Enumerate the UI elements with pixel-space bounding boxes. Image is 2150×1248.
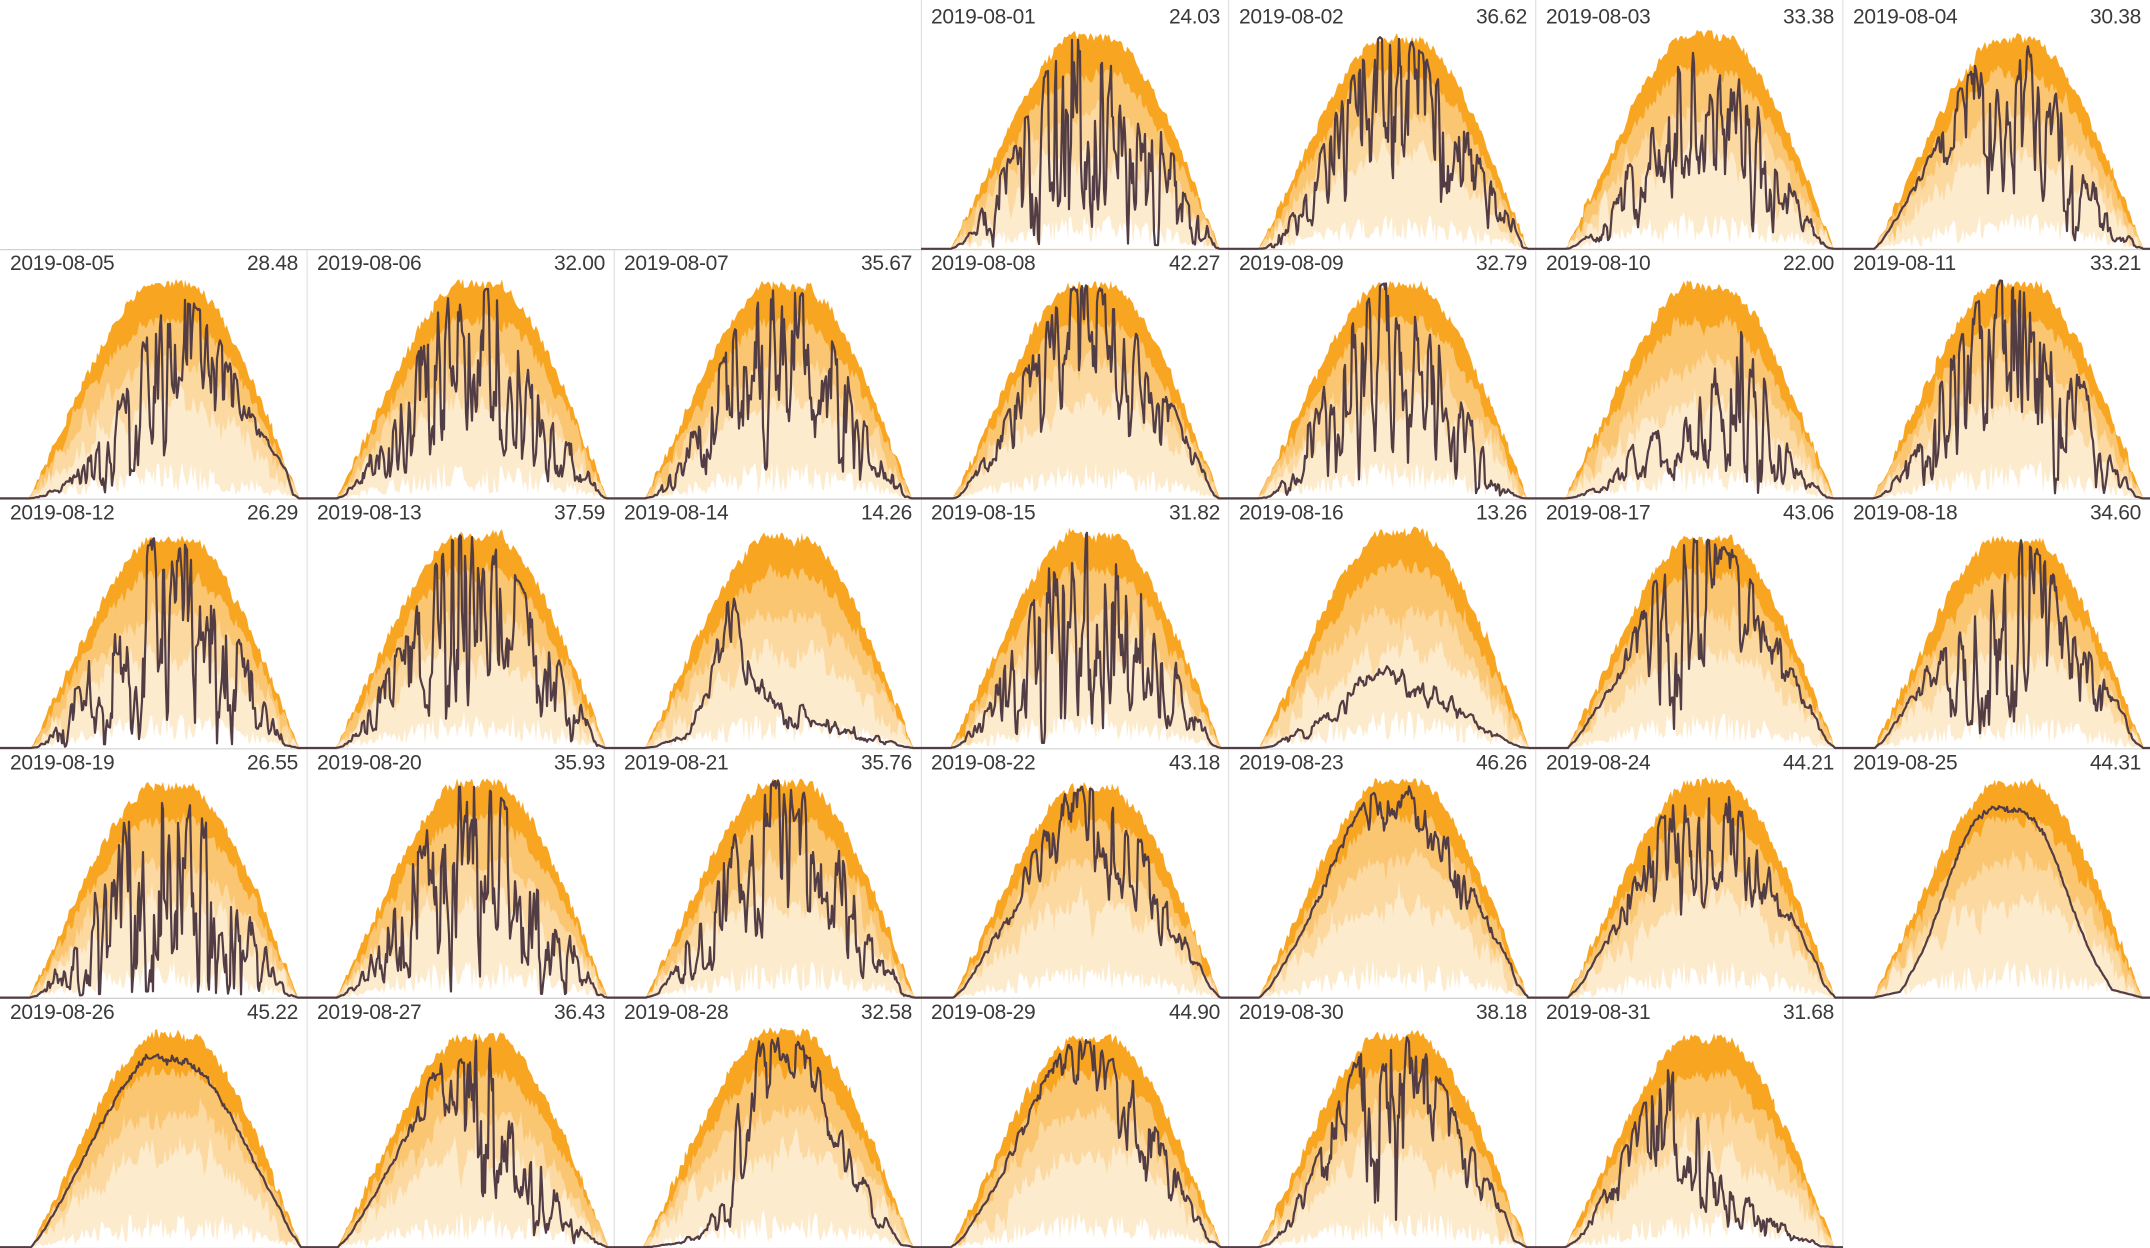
- svg-text:2019-08-30: 2019-08-30: [1239, 1001, 1343, 1024]
- svg-text:26.55: 26.55: [247, 751, 298, 774]
- svg-text:2019-08-17: 2019-08-17: [1546, 502, 1650, 525]
- svg-text:2019-08-28: 2019-08-28: [624, 1001, 728, 1024]
- svg-text:2019-08-18: 2019-08-18: [1853, 502, 1957, 525]
- svg-text:45.22: 45.22: [247, 1001, 298, 1024]
- svg-text:44.90: 44.90: [1169, 1001, 1220, 1024]
- svg-text:32.58: 32.58: [861, 1001, 912, 1024]
- svg-text:22.00: 22.00: [1783, 252, 1834, 275]
- svg-text:36.43: 36.43: [554, 1001, 605, 1024]
- svg-text:2019-08-16: 2019-08-16: [1239, 502, 1343, 525]
- svg-text:37.59: 37.59: [554, 502, 605, 525]
- svg-text:2019-08-12: 2019-08-12: [10, 502, 114, 525]
- svg-text:28.48: 28.48: [247, 252, 298, 275]
- svg-text:2019-08-25: 2019-08-25: [1853, 751, 1957, 774]
- svg-text:2019-08-26: 2019-08-26: [10, 1001, 114, 1024]
- svg-text:2019-08-22: 2019-08-22: [931, 751, 1035, 774]
- svg-text:2019-08-10: 2019-08-10: [1546, 252, 1650, 275]
- svg-text:36.62: 36.62: [1476, 6, 1527, 29]
- svg-text:43.18: 43.18: [1169, 751, 1220, 774]
- svg-text:38.18: 38.18: [1476, 1001, 1527, 1024]
- svg-text:35.76: 35.76: [861, 751, 912, 774]
- svg-text:33.38: 33.38: [1783, 6, 1834, 29]
- svg-text:2019-08-11: 2019-08-11: [1853, 252, 1956, 275]
- svg-text:2019-08-09: 2019-08-09: [1239, 252, 1343, 275]
- svg-text:2019-08-29: 2019-08-29: [931, 1001, 1035, 1024]
- svg-text:13.26: 13.26: [1476, 502, 1527, 525]
- svg-text:2019-08-15: 2019-08-15: [931, 502, 1035, 525]
- svg-text:2019-08-08: 2019-08-08: [931, 252, 1035, 275]
- svg-text:43.06: 43.06: [1783, 502, 1834, 525]
- svg-text:42.27: 42.27: [1169, 252, 1220, 275]
- svg-text:34.60: 34.60: [2090, 502, 2141, 525]
- svg-text:2019-08-24: 2019-08-24: [1546, 751, 1651, 774]
- svg-text:2019-08-01: 2019-08-01: [931, 6, 1035, 29]
- svg-text:31.68: 31.68: [1783, 1001, 1834, 1024]
- svg-text:2019-08-23: 2019-08-23: [1239, 751, 1343, 774]
- svg-text:31.82: 31.82: [1169, 502, 1220, 525]
- svg-text:2019-08-19: 2019-08-19: [10, 751, 114, 774]
- svg-text:2019-08-04: 2019-08-04: [1853, 6, 1958, 29]
- svg-text:32.79: 32.79: [1476, 252, 1527, 275]
- svg-text:2019-08-06: 2019-08-06: [317, 252, 421, 275]
- svg-text:24.03: 24.03: [1169, 6, 1220, 29]
- svg-text:2019-08-07: 2019-08-07: [624, 252, 728, 275]
- svg-text:2019-08-13: 2019-08-13: [317, 502, 421, 525]
- svg-text:44.21: 44.21: [1783, 751, 1834, 774]
- svg-text:30.38: 30.38: [2090, 6, 2141, 29]
- svg-text:33.21: 33.21: [2090, 252, 2141, 275]
- svg-text:35.93: 35.93: [554, 751, 605, 774]
- svg-text:14.26: 14.26: [861, 502, 912, 525]
- svg-text:2019-08-20: 2019-08-20: [317, 751, 421, 774]
- svg-text:2019-08-05: 2019-08-05: [10, 252, 114, 275]
- svg-text:2019-08-31: 2019-08-31: [1546, 1001, 1650, 1024]
- svg-text:46.26: 46.26: [1476, 751, 1527, 774]
- svg-text:2019-08-21: 2019-08-21: [624, 751, 728, 774]
- svg-text:2019-08-03: 2019-08-03: [1546, 6, 1650, 29]
- svg-text:35.67: 35.67: [861, 252, 912, 275]
- svg-text:32.00: 32.00: [554, 252, 605, 275]
- svg-text:2019-08-14: 2019-08-14: [624, 502, 729, 525]
- svg-text:44.31: 44.31: [2090, 751, 2141, 774]
- svg-text:2019-08-27: 2019-08-27: [317, 1001, 421, 1024]
- svg-text:26.29: 26.29: [247, 502, 298, 525]
- svg-text:2019-08-02: 2019-08-02: [1239, 6, 1343, 29]
